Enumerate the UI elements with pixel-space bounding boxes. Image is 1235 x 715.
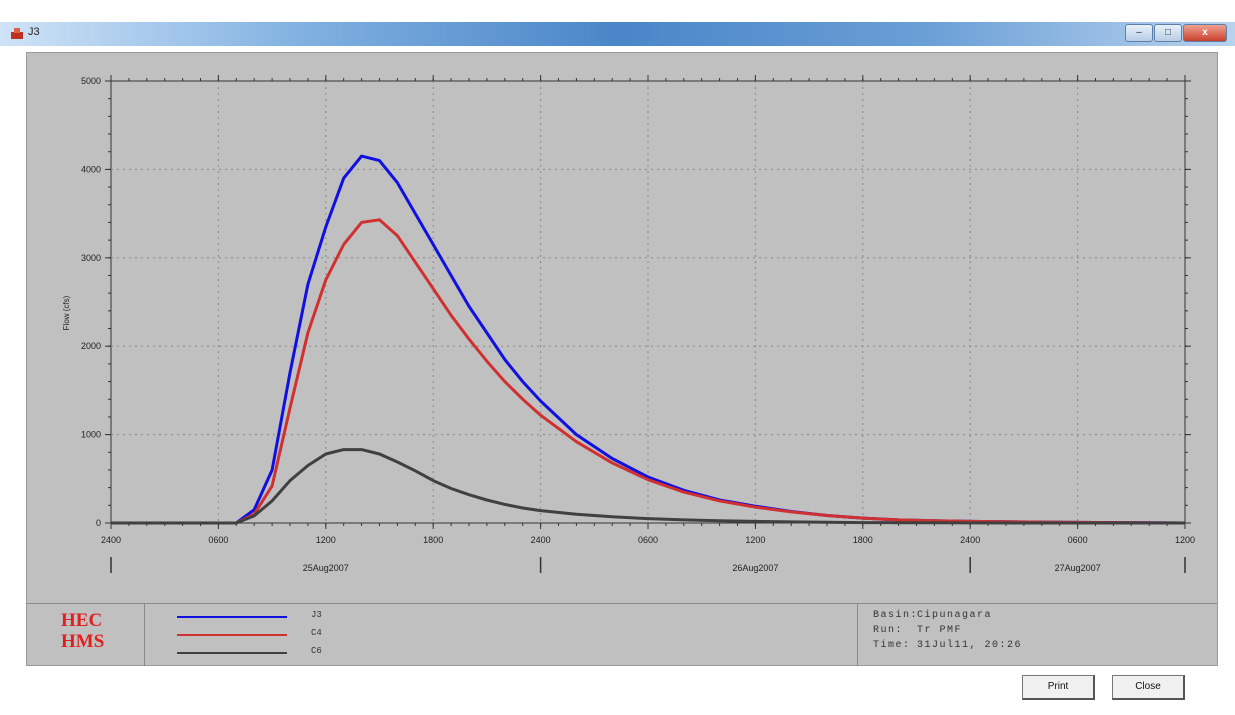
y-tick-label: 3000 [81, 253, 101, 263]
legend-swatch-c4 [177, 634, 287, 636]
legend-entry-c6: C6 [177, 645, 477, 661]
maximize-button[interactable]: □ [1154, 24, 1182, 42]
legend-label-c4: C4 [311, 628, 322, 638]
series-line-c6 [111, 448, 1185, 525]
window-title: J3 [28, 26, 40, 38]
y-axis-label: Flow (cfs) [62, 295, 71, 330]
legend-entry-j3: J3 [177, 609, 477, 625]
run-info: Basin:Cipunagara Run: Tr PMF Time: 31Jul11… [873, 608, 1022, 653]
x-tick-label: 0600 [638, 535, 658, 545]
x-tick-label: 1800 [423, 535, 443, 545]
y-tick-label: 1000 [81, 430, 101, 440]
legend-label-j3: J3 [311, 610, 322, 620]
x-tick-label: 1800 [853, 535, 873, 545]
y-tick-label: 4000 [81, 164, 101, 174]
legend-swatch-c6 [177, 652, 287, 654]
y-tick-label: 0 [96, 518, 101, 528]
legend-entry-c4: C4 [177, 627, 477, 643]
x-tick-label: 1200 [316, 535, 336, 545]
x-tick-label: 2400 [101, 535, 121, 545]
x-tick-label: 1200 [745, 535, 765, 545]
date-label: 27Aug2007 [1055, 563, 1101, 573]
run-row: Run: Tr PMF [873, 625, 963, 636]
chart-frame: 0 1000 2000 3000 4000 5000 2400 0600 1200 1800 240… [26, 52, 1218, 666]
x-tick-label: 1200 [1175, 535, 1195, 545]
basin-value: Cipunagara [917, 610, 993, 621]
time-row: Time: 31Jul11, 20:26 [873, 640, 1023, 651]
y-tick-label: 2000 [81, 341, 101, 351]
run-value: Tr PMF [917, 625, 963, 636]
hec-hms-logo: HEC HMS [61, 610, 105, 652]
print-button[interactable]: Print [1022, 675, 1095, 700]
y-tick-label: 5000 [81, 76, 101, 86]
close-button[interactable]: Close [1112, 675, 1185, 700]
minimize-button[interactable]: – [1125, 24, 1153, 42]
x-tick-label: 2400 [531, 535, 551, 545]
time-value: 31Jul11, 20:26 [917, 640, 1023, 651]
x-tick-label: 0600 [208, 535, 228, 545]
series-line-c4 [111, 218, 1186, 525]
hydrograph-chart: 0 1000 2000 3000 4000 5000 2400 0600 1200 1800 240… [62, 75, 1195, 573]
legend-panel: HEC HMS J3 C4 C6 Basin:Cipunagara Run: Tr… [27, 603, 1217, 666]
legend-divider [144, 604, 145, 666]
app-icon [11, 28, 23, 39]
window-controls: – □ x [1124, 24, 1227, 42]
basin-row: Basin:Cipunagara [873, 610, 993, 621]
window-titlebar: J3 – □ x [0, 22, 1235, 46]
date-label: 25Aug2007 [303, 563, 349, 573]
info-divider [857, 604, 858, 666]
date-label: 26Aug2007 [732, 563, 778, 573]
close-window-button[interactable]: x [1183, 24, 1227, 42]
x-tick-label: 0600 [1068, 535, 1088, 545]
legend-swatch-j3 [177, 616, 287, 618]
legend-label-c6: C6 [311, 646, 322, 656]
x-tick-label: 2400 [960, 535, 980, 545]
